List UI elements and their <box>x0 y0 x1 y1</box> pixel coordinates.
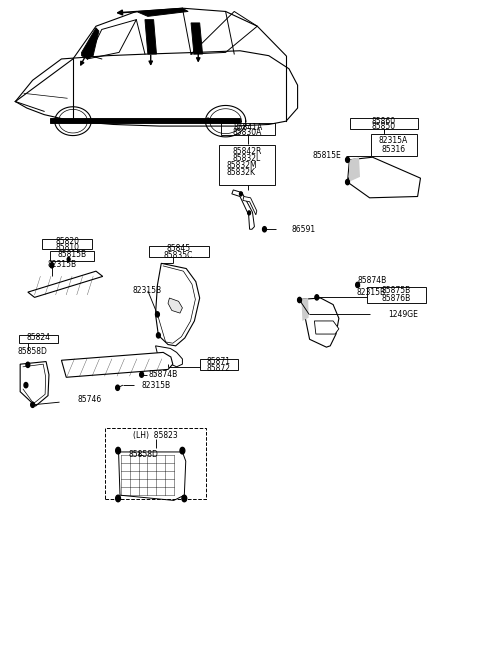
Circle shape <box>240 192 242 196</box>
Bar <box>19 335 58 343</box>
Circle shape <box>156 333 160 338</box>
Polygon shape <box>348 157 420 198</box>
Text: 85832M: 85832M <box>226 161 257 170</box>
Bar <box>149 246 209 257</box>
Circle shape <box>67 257 70 261</box>
Text: 85875B: 85875B <box>382 286 411 295</box>
Polygon shape <box>28 271 103 297</box>
Circle shape <box>248 211 251 215</box>
Polygon shape <box>168 298 182 313</box>
Bar <box>105 428 206 499</box>
Text: 85858D: 85858D <box>128 450 158 459</box>
Circle shape <box>182 495 187 502</box>
Circle shape <box>31 402 35 407</box>
Text: 85815B: 85815B <box>58 250 86 259</box>
Text: 85832K: 85832K <box>227 168 256 178</box>
Polygon shape <box>348 157 360 182</box>
Text: 85876B: 85876B <box>382 294 411 303</box>
Text: 85872: 85872 <box>207 364 231 373</box>
Circle shape <box>140 372 144 377</box>
Text: 85850: 85850 <box>372 122 396 131</box>
Bar <box>350 118 418 129</box>
Bar <box>367 287 426 303</box>
Text: 85820: 85820 <box>55 237 79 246</box>
Text: 82315B: 82315B <box>357 288 386 297</box>
Bar <box>42 239 92 249</box>
Text: 85874B: 85874B <box>358 276 386 285</box>
Text: 82315B: 82315B <box>47 260 76 269</box>
Text: 85815E: 85815E <box>312 151 341 160</box>
Polygon shape <box>232 190 254 229</box>
Circle shape <box>263 227 266 232</box>
Circle shape <box>356 282 360 288</box>
Text: (LH)  85823: (LH) 85823 <box>133 431 178 440</box>
Text: 82315A: 82315A <box>379 136 408 145</box>
Text: 85874B: 85874B <box>149 370 178 379</box>
Circle shape <box>346 179 349 185</box>
Circle shape <box>346 157 349 162</box>
Circle shape <box>298 297 301 303</box>
Circle shape <box>315 295 319 300</box>
Polygon shape <box>301 298 309 321</box>
Polygon shape <box>145 20 156 54</box>
Polygon shape <box>314 321 339 334</box>
Text: 85841A: 85841A <box>233 122 262 132</box>
Polygon shape <box>156 346 182 367</box>
Polygon shape <box>20 362 49 406</box>
Text: 1249GE: 1249GE <box>388 310 418 319</box>
Text: 85871: 85871 <box>207 357 231 366</box>
Text: 85316: 85316 <box>382 145 406 154</box>
Circle shape <box>116 495 120 502</box>
Circle shape <box>26 362 30 367</box>
Polygon shape <box>243 196 257 215</box>
Bar <box>221 123 275 135</box>
Text: 85842R: 85842R <box>232 147 262 156</box>
Circle shape <box>50 263 54 268</box>
Text: 85824: 85824 <box>26 333 50 342</box>
Bar <box>371 134 417 156</box>
Circle shape <box>180 447 185 454</box>
Text: 85860: 85860 <box>372 117 396 126</box>
Polygon shape <box>191 23 203 54</box>
Bar <box>200 359 238 370</box>
Polygon shape <box>301 298 339 347</box>
Circle shape <box>156 312 159 317</box>
Polygon shape <box>82 28 99 59</box>
Text: 85830A: 85830A <box>233 128 263 138</box>
Text: 85845: 85845 <box>167 244 191 253</box>
Polygon shape <box>156 263 200 346</box>
Polygon shape <box>50 118 240 123</box>
Text: 85810: 85810 <box>55 243 79 252</box>
Bar <box>219 145 275 185</box>
Text: 85746: 85746 <box>78 395 102 404</box>
Polygon shape <box>119 452 186 500</box>
Circle shape <box>116 385 120 390</box>
Polygon shape <box>61 352 173 377</box>
Bar <box>50 251 94 261</box>
Circle shape <box>116 447 120 454</box>
Circle shape <box>24 383 28 388</box>
Polygon shape <box>136 8 188 16</box>
Text: 85858D: 85858D <box>18 346 48 356</box>
Text: 86591: 86591 <box>291 225 315 234</box>
Text: 82315B: 82315B <box>132 286 161 295</box>
Text: 82315B: 82315B <box>142 381 170 390</box>
Text: 85835C: 85835C <box>164 251 193 260</box>
Text: 85832L: 85832L <box>233 154 261 163</box>
